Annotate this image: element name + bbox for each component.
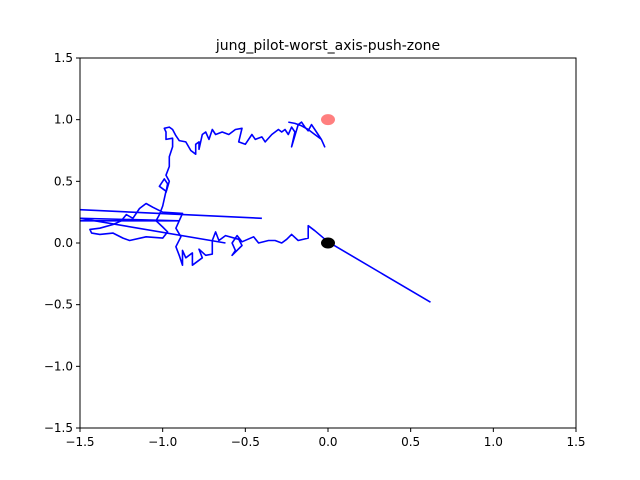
x-tick-label: 1.5 <box>566 435 585 449</box>
x-tick-label: 0.0 <box>318 435 337 449</box>
y-tick-label: 1.5 <box>54 51 73 65</box>
trajectory-line <box>89 121 431 303</box>
goal-marker <box>321 114 335 126</box>
x-tick-label: −0.5 <box>231 435 260 449</box>
x-tick-label: 1.0 <box>484 435 503 449</box>
trajectory-segment-1 <box>80 208 262 220</box>
x-tick-label: 0.5 <box>401 435 420 449</box>
y-tick-label: −0.5 <box>44 298 73 312</box>
y-tick-label: −1.5 <box>44 421 73 435</box>
x-axis: −1.5 −1.0 −0.5 0.0 0.5 1.0 1.5 <box>65 428 586 449</box>
y-tick-label: 1.0 <box>54 113 73 127</box>
trajectory-segment-2 <box>80 217 180 222</box>
y-axis: −1.5 −1.0 −0.5 0.0 0.5 1.0 1.5 <box>44 51 80 435</box>
x-tick-label: −1.0 <box>148 435 177 449</box>
y-tick-label: −1.0 <box>44 359 73 373</box>
y-tick-label: 0.0 <box>54 236 73 250</box>
chart-title: jung_pilot-worst_axis-push-zone <box>215 38 440 54</box>
x-tick-label: −1.5 <box>65 435 94 449</box>
start-marker <box>321 237 335 249</box>
trajectory-segment-3 <box>80 217 226 244</box>
y-tick-label: 0.5 <box>54 174 73 188</box>
plot-area <box>80 114 431 303</box>
